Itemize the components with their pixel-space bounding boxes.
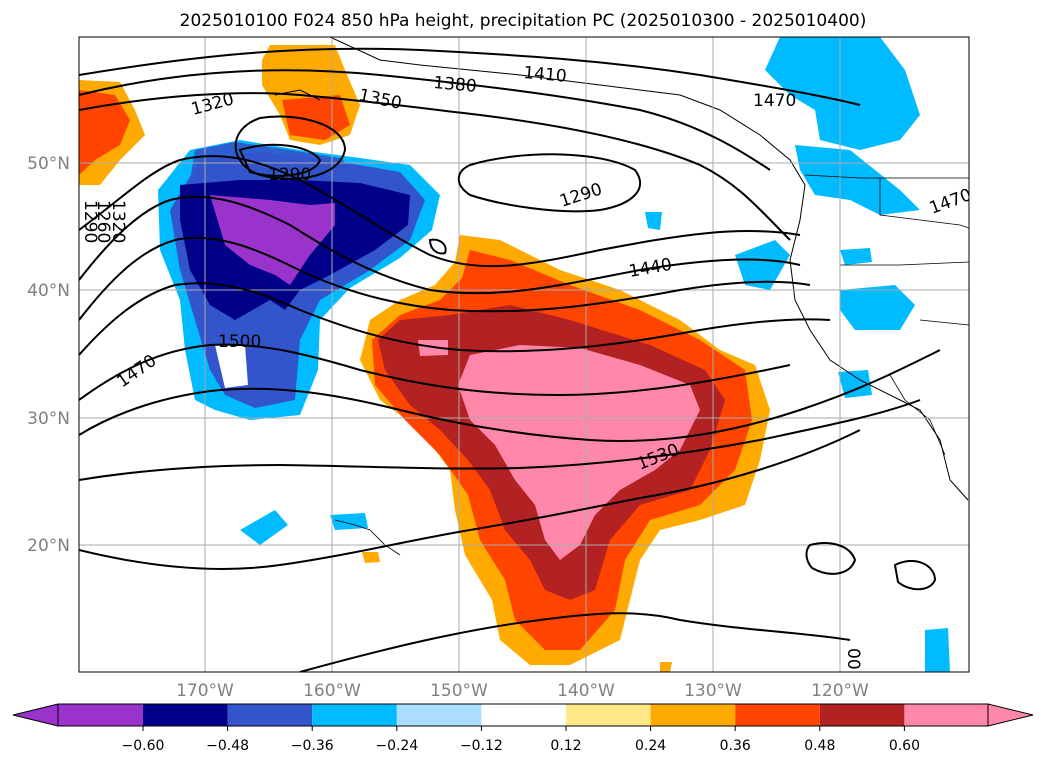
colorbar-cell [227,704,313,726]
colorbar-tick-label: −0.12 [460,738,503,754]
map-panel: 1320 1350 1380 1410 1470 1290 1290 1290 … [79,37,969,672]
lon-label: 120°W [811,681,869,701]
figure-title: 2025010100 F024 850 hPa height, precipit… [180,11,867,31]
precip-positive-field [79,45,770,672]
colorbar: −0.60 −0.48 −0.36 −0.24 −0.12 0.12 0.24 0.36 0.4… [12,703,1034,754]
colorbar-cell [58,704,143,726]
contour-label: 1260 [93,200,113,243]
latitude-labels: 50°N 40°N 30°N 20°N [27,154,70,556]
lon-label: 130°W [684,681,742,701]
gridlines [79,37,969,672]
height-contours [79,47,941,672]
colorbar-cell [396,704,482,726]
colorbar-tick-label: 0.60 [889,738,920,754]
longitude-labels: 170°W 160°W 150°W 140°W 130°W 120°W [176,681,869,701]
colorbar-cell [143,704,228,726]
contour-label: 1290 [80,200,100,243]
colorbar-extend-low [12,703,59,727]
contour-label: 1500 [218,332,261,352]
colorbar-tick-label: 0.36 [720,738,751,754]
lat-label: 20°N [27,536,70,556]
lon-label: 160°W [303,681,361,701]
lat-label: 40°N [27,281,70,301]
map-frame [78,36,970,673]
lon-label: 170°W [176,681,234,701]
colorbar-cell [904,704,988,726]
contour-label: 1380 [433,73,478,97]
contour-label: 1470 [753,91,796,111]
colorbar-extend-high [987,703,1034,727]
colorbar-cell [566,704,651,726]
colorbar-outline [57,703,989,727]
contour-label: 00 [843,648,863,670]
colorbar-tick-label: −0.48 [206,738,249,754]
colorbar-tick-label: 0.12 [550,738,581,754]
colorbar-tick-label: −0.24 [375,738,418,754]
colorbar-cell [650,704,736,726]
lat-label: 50°N [27,154,70,174]
coastlines [274,37,969,556]
colorbar-tick-label: 0.24 [635,738,666,754]
colorbar-tick-label: −0.60 [122,738,165,754]
contour-label: 1320 [108,200,128,243]
colorbar-cell [735,704,820,726]
colorbar-cell [312,704,397,726]
contour-label: 1410 [523,63,568,87]
lon-label: 150°W [430,681,488,701]
colorbar-tick-label: −0.36 [291,738,334,754]
lat-label: 30°N [27,409,70,429]
lon-label: 140°W [557,681,615,701]
contour-label: 1290 [268,165,311,185]
colorbar-tick-label: 0.48 [804,738,835,754]
colorbar-cell [481,704,566,726]
colorbar-cell [819,704,905,726]
